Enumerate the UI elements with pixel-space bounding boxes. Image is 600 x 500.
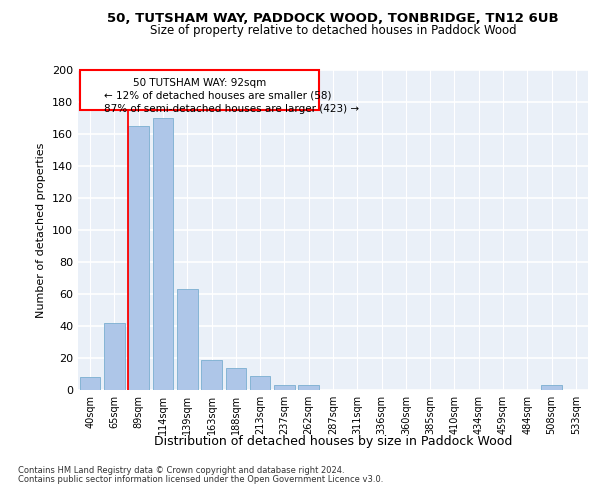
Bar xyxy=(541,385,562,390)
Bar xyxy=(274,385,295,390)
Bar xyxy=(177,289,197,390)
Bar xyxy=(128,126,149,390)
Bar xyxy=(201,360,222,390)
Bar xyxy=(298,385,319,390)
Bar xyxy=(250,376,271,390)
Text: Distribution of detached houses by size in Paddock Wood: Distribution of detached houses by size … xyxy=(154,435,512,448)
Y-axis label: Number of detached properties: Number of detached properties xyxy=(37,142,46,318)
Text: 87% of semi-detached houses are larger (423) →: 87% of semi-detached houses are larger (… xyxy=(104,104,359,114)
Bar xyxy=(80,377,100,390)
Text: ← 12% of detached houses are smaller (58): ← 12% of detached houses are smaller (58… xyxy=(104,91,332,101)
Text: 50, TUTSHAM WAY, PADDOCK WOOD, TONBRIDGE, TN12 6UB: 50, TUTSHAM WAY, PADDOCK WOOD, TONBRIDGE… xyxy=(107,12,559,26)
Bar xyxy=(226,368,246,390)
FancyBboxPatch shape xyxy=(80,70,319,110)
Text: Contains public sector information licensed under the Open Government Licence v3: Contains public sector information licen… xyxy=(18,475,383,484)
Bar xyxy=(104,323,125,390)
Text: Size of property relative to detached houses in Paddock Wood: Size of property relative to detached ho… xyxy=(149,24,517,37)
Text: Contains HM Land Registry data © Crown copyright and database right 2024.: Contains HM Land Registry data © Crown c… xyxy=(18,466,344,475)
Text: 50 TUTSHAM WAY: 92sqm: 50 TUTSHAM WAY: 92sqm xyxy=(133,78,266,88)
Bar xyxy=(152,118,173,390)
